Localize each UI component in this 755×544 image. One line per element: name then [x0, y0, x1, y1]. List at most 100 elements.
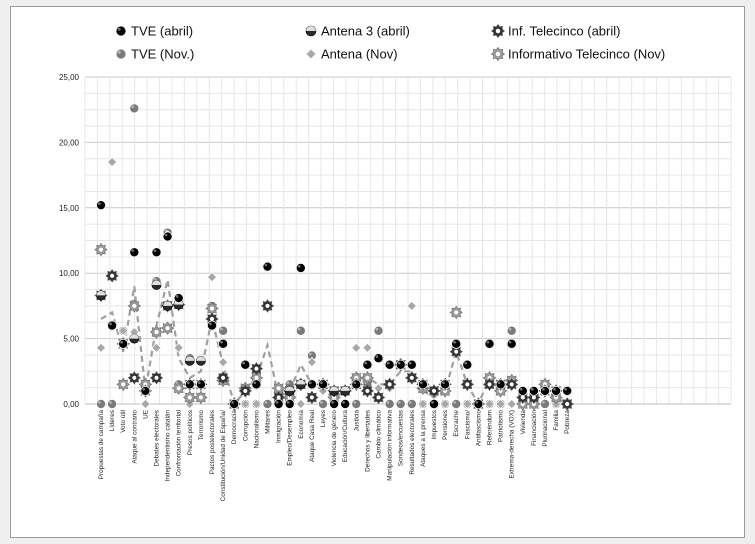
x-tick-label: Corrupción — [242, 410, 249, 442]
data-point — [262, 398, 273, 409]
data-point-highlight — [297, 264, 301, 268]
data-point — [206, 320, 217, 331]
data-point-hole — [209, 306, 215, 311]
data-point — [451, 338, 462, 349]
data-point — [395, 398, 406, 409]
data-point-highlight — [419, 381, 423, 385]
x-tick-label: Constitución/Unidad de España/ — [220, 410, 227, 502]
data-point-hole — [254, 366, 259, 371]
data-point — [406, 398, 417, 409]
data-point-highlight — [486, 340, 490, 344]
data-point-highlight — [375, 327, 379, 331]
x-tick-label: Militares — [265, 410, 272, 434]
data-point-highlight — [286, 381, 290, 385]
x-tick-label: Cambio climático — [376, 410, 383, 459]
data-point — [506, 398, 517, 410]
data-point-hole — [487, 382, 492, 387]
data-point — [329, 398, 340, 409]
y-tick-label: 15,00 — [59, 204, 80, 213]
data-point — [406, 359, 417, 370]
data-point-hole — [187, 395, 192, 400]
data-point-hole — [309, 395, 314, 400]
legend-item: Antena (Nov) — [305, 47, 398, 62]
data-point — [317, 379, 328, 390]
series-0 — [96, 200, 573, 409]
x-tick-label: Violencia de género — [331, 410, 338, 467]
data-point-highlight — [508, 340, 512, 344]
x-tick-label: Nacionalismo — [253, 410, 260, 449]
x-tick-label: Pensiones — [442, 410, 449, 440]
data-point-highlight — [408, 401, 412, 404]
data-point-highlight — [553, 387, 556, 391]
data-point-highlight — [386, 361, 390, 365]
data-point-highlight — [164, 233, 168, 237]
data-point-half — [329, 386, 339, 391]
data-point-hole — [465, 382, 470, 387]
data-point — [240, 398, 251, 410]
data-point-highlight — [320, 381, 323, 385]
x-tick-label: Ataques a la prensa — [420, 410, 427, 467]
data-point — [551, 385, 562, 396]
data-point-half — [196, 356, 206, 361]
data-point-hole — [98, 247, 104, 252]
data-point-hole — [365, 388, 370, 393]
data-point-hole — [276, 386, 281, 391]
data-point-hole — [209, 316, 215, 322]
data-point-highlight — [153, 278, 157, 281]
data-point-highlight — [475, 401, 479, 404]
x-tick-label: Plurinacional — [542, 410, 549, 447]
data-point-highlight — [408, 361, 412, 365]
data-point — [306, 356, 318, 368]
data-point-hole — [132, 303, 137, 308]
data-point-highlight — [220, 340, 223, 344]
data-point — [118, 325, 129, 336]
x-tick-label: Debates electorales — [154, 410, 161, 466]
x-tick-label: Leyes — [320, 410, 327, 427]
data-point — [140, 398, 151, 410]
data-point-highlight — [375, 355, 379, 358]
data-point — [295, 325, 306, 336]
data-point — [218, 325, 229, 336]
x-tick-label: Patriotismo — [498, 410, 505, 442]
data-point-highlight — [397, 401, 401, 404]
data-point — [428, 398, 439, 409]
data-point — [340, 398, 351, 409]
data-point-hole — [154, 375, 159, 380]
data-point-highlight — [564, 387, 567, 391]
data-point — [95, 342, 107, 353]
data-point — [284, 398, 295, 409]
data-point-highlight — [386, 401, 390, 404]
y-tick-label: 20,00 — [59, 138, 80, 147]
data-point — [129, 247, 140, 258]
data-point-hole — [509, 382, 514, 387]
data-point — [129, 103, 140, 114]
legend-marker — [115, 25, 127, 37]
x-tick-label: Vivienda — [520, 410, 527, 435]
data-point — [251, 379, 262, 390]
data-point-highlight — [353, 401, 357, 404]
x-tick-label: Referéndum — [487, 410, 494, 445]
data-point — [240, 359, 251, 370]
data-point-highlight — [153, 249, 157, 253]
data-point — [195, 379, 206, 390]
legend-marker-hole — [495, 51, 501, 57]
data-point-highlight — [308, 381, 312, 385]
data-point-half — [151, 280, 162, 285]
data-point — [118, 338, 129, 349]
data-point — [440, 379, 451, 390]
data-point-highlight — [98, 202, 101, 205]
data-point-highlight — [342, 401, 345, 404]
y-tick-label: 0,00 — [63, 400, 79, 409]
data-point — [395, 359, 406, 370]
x-tick-label: Escrache — [453, 410, 460, 437]
data-point-hole — [409, 375, 414, 380]
data-point-highlight — [331, 401, 334, 404]
data-point — [562, 385, 573, 396]
data-point-highlight — [353, 381, 357, 385]
legend-marker — [305, 48, 317, 60]
data-point-hole — [254, 375, 259, 380]
data-point-hole — [565, 401, 570, 407]
data-point-hole — [265, 303, 270, 308]
x-tick-label: Antifascismo — [475, 410, 482, 447]
data-point — [251, 398, 262, 410]
